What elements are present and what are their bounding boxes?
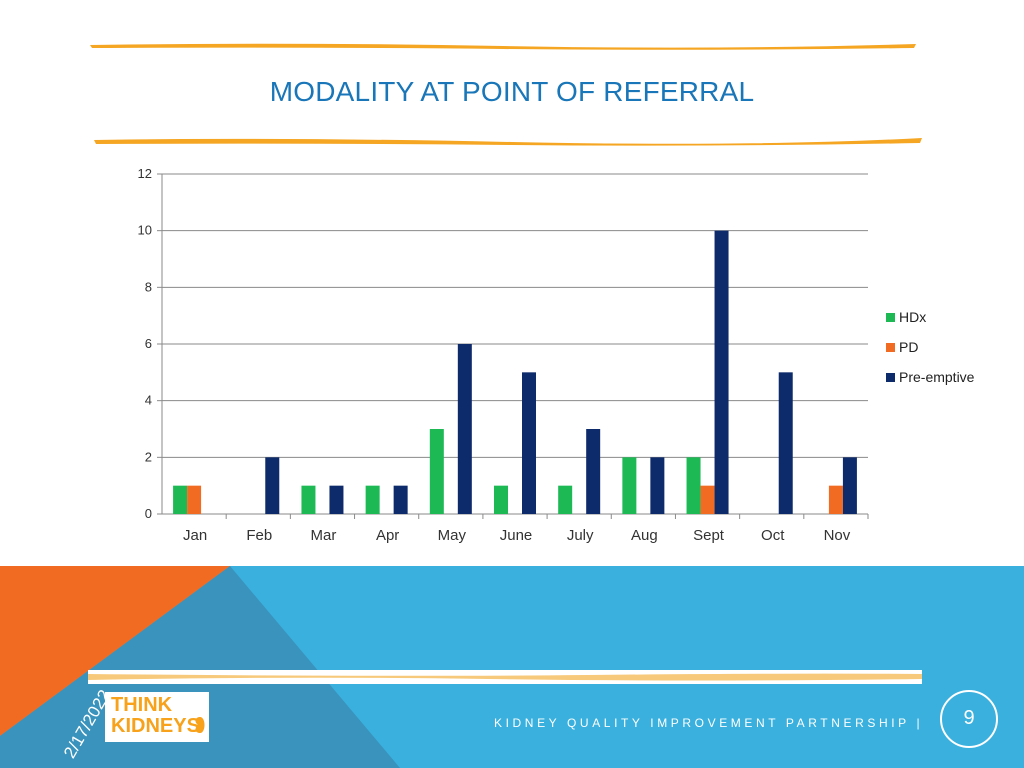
gridlines [162, 173, 868, 458]
legend-label: PD [899, 339, 918, 355]
think-kidneys-logo: THINK KIDNEYS [105, 692, 209, 742]
bar-hdx-july [558, 485, 573, 514]
x-tick-label: Mar [311, 527, 337, 544]
slide-title: MODALITY AT POINT OF REFERRAL [269, 76, 755, 107]
y-tick-label: 6 [145, 336, 152, 351]
bar-pre-emptive-oct [778, 372, 793, 514]
legend-label: Pre-emptive [899, 369, 975, 385]
x-tick-label: June [500, 527, 533, 544]
bar-pre-emptive-july [586, 429, 601, 514]
bars [173, 230, 857, 514]
x-tick-label: Nov [824, 527, 851, 544]
bar-hdx-sept [686, 457, 701, 514]
footer-organization-text: KIDNEY QUALITY IMPROVEMENT PARTNERSHIP | [494, 716, 924, 730]
y-tick-label: 12 [138, 166, 152, 181]
bar-pre-emptive-mar [329, 485, 344, 514]
x-tick-label: Jan [183, 527, 207, 544]
y-tick-label: 8 [145, 279, 152, 294]
bar-hdx-apr [365, 485, 380, 514]
bar-pd-sept [700, 485, 715, 514]
legend-swatch-1 [886, 343, 895, 352]
x-tick-label: Aug [631, 527, 658, 544]
bar-pd-jan [187, 485, 202, 514]
x-tick-label: May [438, 527, 467, 544]
kidney-icon [195, 717, 205, 733]
x-tick-label: Apr [376, 527, 399, 544]
bar-pre-emptive-sept [714, 230, 729, 514]
bar-pre-emptive-feb [265, 457, 280, 514]
bar-pre-emptive-apr [393, 485, 408, 514]
x-tick-label: Oct [761, 527, 785, 544]
bar-hdx-mar [301, 485, 316, 514]
x-tick-label: July [567, 527, 594, 544]
bar-pre-emptive-nov [842, 457, 857, 514]
bar-hdx-june [494, 485, 508, 514]
footer-background [0, 566, 1024, 768]
logo-line-think: THINK [111, 694, 173, 716]
referral-modality-chart: 0 2 4 6 8 10 12 Jan Feb Mar Apr May June July Aug Sept O… [138, 166, 975, 544]
tick-labels: 0 2 4 6 8 10 12 Jan Feb Mar Apr May June July Aug Sept O… [138, 166, 851, 544]
bar-hdx-aug [622, 457, 637, 514]
logo-line-kidneys: KIDNEYS [111, 715, 200, 737]
y-tick-label: 2 [145, 449, 152, 464]
bar-pre-emptive-aug [650, 457, 665, 514]
bar-hdx-jan [173, 485, 188, 514]
legend: HDx PD Pre-emptive [886, 309, 975, 385]
bar-pd-nov [828, 485, 843, 514]
title-underline-brush-stroke [94, 138, 922, 146]
x-tick-label: Feb [246, 527, 272, 544]
y-tick-label: 4 [145, 393, 152, 408]
legend-swatch-0 [886, 313, 895, 322]
y-tick-label: 10 [138, 223, 152, 238]
legend-swatch-2 [886, 373, 895, 382]
page-number: 9 [963, 707, 975, 729]
bar-hdx-may [429, 429, 444, 514]
axes [157, 173, 869, 519]
page-number-badge: 9 [940, 690, 998, 748]
footer-brush-strip [88, 670, 922, 684]
bar-pre-emptive-may [457, 344, 472, 514]
x-tick-label: Sept [693, 527, 725, 544]
bar-pre-emptive-june [522, 372, 536, 514]
top-brush-stroke [90, 43, 916, 50]
legend-label: HDx [899, 309, 926, 325]
y-tick-label: 0 [145, 506, 152, 521]
